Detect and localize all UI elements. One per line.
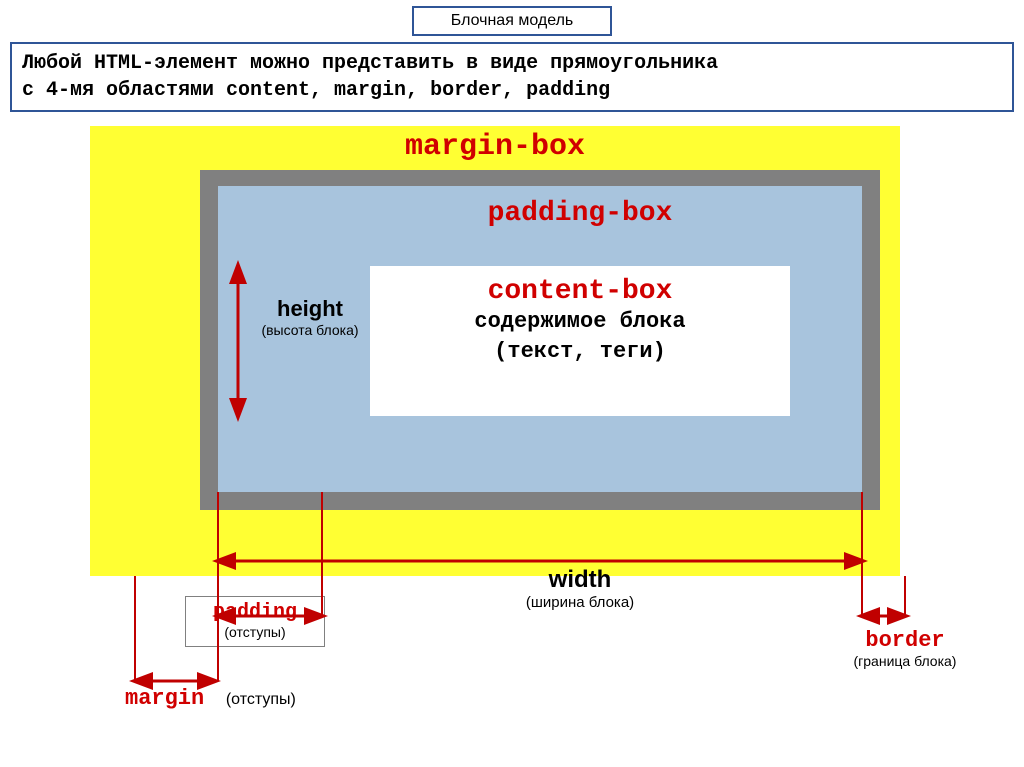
callout-padding: padding (отступы) xyxy=(185,596,325,647)
callout-margin: margin (отступы) xyxy=(125,686,405,711)
label-margin-sub: (отступы) xyxy=(226,691,296,708)
desc-line-1: Любой HTML-элемент можно представить в в… xyxy=(22,50,1002,77)
label-height-sub: (высота блока) xyxy=(245,322,375,338)
label-margin-box: margin-box xyxy=(90,130,900,164)
label-height: height (высота блока) xyxy=(245,296,375,338)
title-text: Блочная модель xyxy=(451,12,573,29)
label-width: width (ширина блока) xyxy=(370,566,790,611)
content-region: content-box содержимое блока (текст, тег… xyxy=(370,266,790,416)
label-border-sub: (граница блока) xyxy=(822,653,988,669)
box-model-diagram: content-box содержимое блока (текст, тег… xyxy=(90,126,950,746)
label-content-sub2: (текст, теги) xyxy=(370,337,790,367)
label-padding-sub: (отступы) xyxy=(188,624,322,640)
label-content-sub1: содержимое блока xyxy=(370,307,790,337)
label-margin: margin xyxy=(125,686,204,711)
label-height-text: height xyxy=(245,296,375,322)
label-padding-box: padding-box xyxy=(370,198,790,229)
label-width-text: width xyxy=(370,566,790,594)
callout-border: border (граница блока) xyxy=(820,626,990,671)
title-box: Блочная модель xyxy=(412,6,612,36)
label-content-box: content-box xyxy=(370,276,790,307)
label-border: border xyxy=(822,628,988,653)
desc-line-2: с 4-мя областями content, margin, border… xyxy=(22,77,1002,104)
description-box: Любой HTML-элемент можно представить в в… xyxy=(10,42,1014,112)
label-width-sub: (ширина блока) xyxy=(370,594,790,611)
label-padding: padding xyxy=(188,601,322,624)
